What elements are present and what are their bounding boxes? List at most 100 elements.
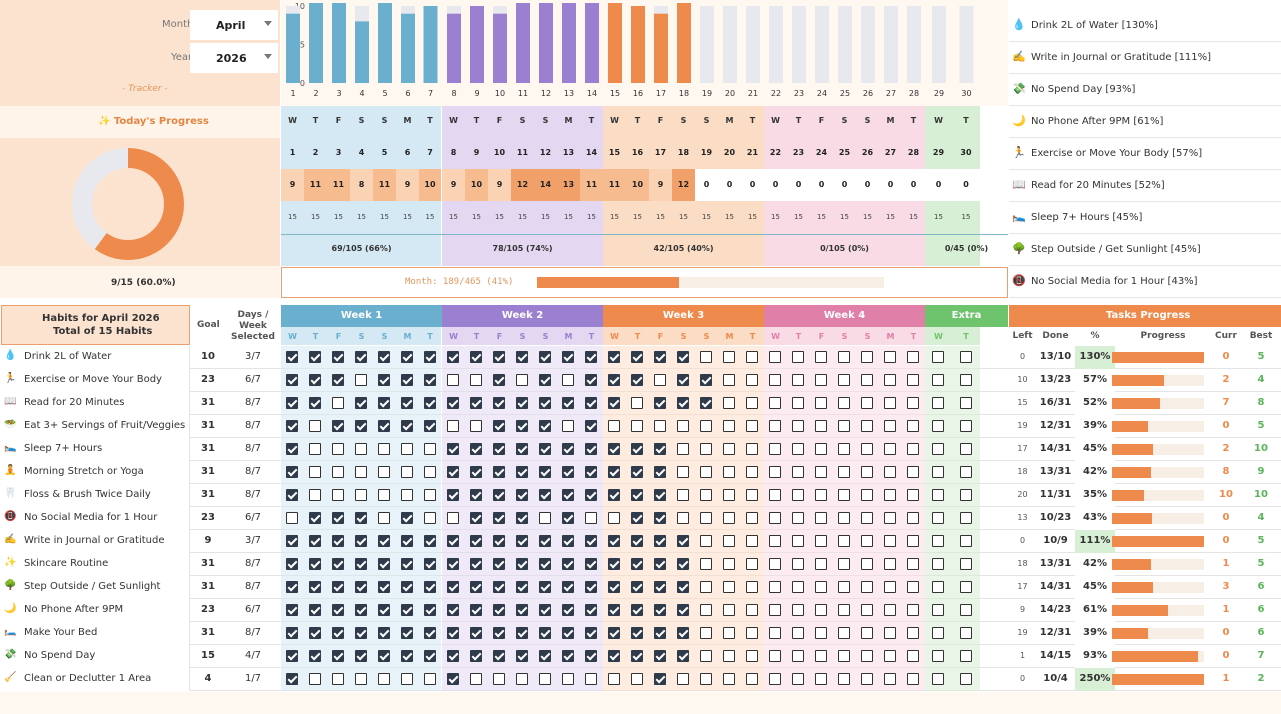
habit-checkbox[interactable] [447, 558, 459, 570]
habit-checkbox[interactable] [401, 374, 413, 386]
habit-checkbox[interactable] [309, 604, 321, 616]
habit-checkbox[interactable] [539, 558, 551, 570]
habit-checkbox[interactable] [447, 627, 459, 639]
habit-checkbox[interactable] [932, 512, 944, 524]
habit-checkbox[interactable] [378, 627, 390, 639]
habit-checkbox[interactable] [516, 420, 528, 432]
habit-checkbox[interactable] [861, 489, 873, 501]
habit-checkbox[interactable] [447, 466, 459, 478]
habit-checkbox[interactable] [838, 466, 850, 478]
habit-checkbox[interactable] [470, 627, 482, 639]
habit-checkbox[interactable] [562, 535, 574, 547]
habit-checkbox[interactable] [608, 627, 620, 639]
habit-checkbox[interactable] [838, 374, 850, 386]
habit-checkbox[interactable] [516, 627, 528, 639]
habit-checkbox[interactable] [424, 420, 436, 432]
habit-checkbox[interactable] [378, 604, 390, 616]
habit-checkbox[interactable] [447, 351, 459, 363]
habit-checkbox[interactable] [723, 351, 735, 363]
habit-checkbox[interactable] [792, 604, 804, 616]
habit-checkbox[interactable] [562, 466, 574, 478]
habit-checkbox[interactable] [815, 420, 827, 432]
habit-checkbox[interactable] [516, 535, 528, 547]
habit-checkbox[interactable] [516, 581, 528, 593]
habit-checkbox[interactable] [332, 535, 344, 547]
habit-checkbox[interactable] [539, 627, 551, 639]
habit-checkbox[interactable] [470, 420, 482, 432]
habit-checkbox[interactable] [700, 604, 712, 616]
habit-checkbox[interactable] [769, 535, 781, 547]
habit-checkbox[interactable] [493, 374, 505, 386]
habit-checkbox[interactable] [631, 581, 643, 593]
habit-checkbox[interactable] [654, 650, 666, 662]
habit-checkbox[interactable] [631, 374, 643, 386]
habit-checkbox[interactable] [723, 443, 735, 455]
habit-checkbox[interactable] [769, 443, 781, 455]
habit-checkbox[interactable] [401, 558, 413, 570]
habit-checkbox[interactable] [401, 397, 413, 409]
habit-checkbox[interactable] [677, 374, 689, 386]
habit-checkbox[interactable] [907, 535, 919, 547]
habit-checkbox[interactable] [562, 489, 574, 501]
habit-checkbox[interactable] [700, 351, 712, 363]
habit-checkbox[interactable] [631, 627, 643, 639]
habit-checkbox[interactable] [493, 627, 505, 639]
habit-checkbox[interactable] [654, 351, 666, 363]
habit-checkbox[interactable] [539, 489, 551, 501]
habit-checkbox[interactable] [401, 466, 413, 478]
habit-checkbox[interactable] [723, 558, 735, 570]
habit-checkbox[interactable] [493, 466, 505, 478]
habit-checkbox[interactable] [562, 374, 574, 386]
habit-checkbox[interactable] [539, 650, 551, 662]
habit-checkbox[interactable] [769, 466, 781, 478]
habit-checkbox[interactable] [424, 604, 436, 616]
habit-checkbox[interactable] [815, 535, 827, 547]
habit-checkbox[interactable] [960, 351, 972, 363]
habit-checkbox[interactable] [723, 512, 735, 524]
habit-checkbox[interactable] [332, 604, 344, 616]
habit-checkbox[interactable] [746, 581, 758, 593]
habit-checkbox[interactable] [838, 627, 850, 639]
habit-checkbox[interactable] [493, 420, 505, 432]
habit-checkbox[interactable] [562, 673, 574, 685]
habit-checkbox[interactable] [746, 535, 758, 547]
habit-checkbox[interactable] [332, 558, 344, 570]
habit-checkbox[interactable] [723, 581, 735, 593]
habit-checkbox[interactable] [654, 627, 666, 639]
habit-checkbox[interactable] [355, 443, 367, 455]
habit-checkbox[interactable] [562, 512, 574, 524]
habit-checkbox[interactable] [585, 420, 597, 432]
habit-checkbox[interactable] [700, 443, 712, 455]
habit-checkbox[interactable] [677, 627, 689, 639]
habit-checkbox[interactable] [286, 466, 298, 478]
habit-checkbox[interactable] [861, 466, 873, 478]
habit-checkbox[interactable] [861, 374, 873, 386]
habit-checkbox[interactable] [608, 650, 620, 662]
habit-checkbox[interactable] [447, 673, 459, 685]
habit-checkbox[interactable] [286, 673, 298, 685]
habit-checkbox[interactable] [884, 650, 896, 662]
habit-checkbox[interactable] [332, 581, 344, 593]
habit-checkbox[interactable] [861, 512, 873, 524]
habit-checkbox[interactable] [516, 443, 528, 455]
habit-checkbox[interactable] [378, 351, 390, 363]
habit-checkbox[interactable] [907, 581, 919, 593]
habit-checkbox[interactable] [470, 397, 482, 409]
habit-checkbox[interactable] [332, 466, 344, 478]
habit-checkbox[interactable] [470, 673, 482, 685]
habit-checkbox[interactable] [769, 374, 781, 386]
habit-checkbox[interactable] [960, 512, 972, 524]
habit-checkbox[interactable] [332, 512, 344, 524]
habit-checkbox[interactable] [631, 512, 643, 524]
habit-checkbox[interactable] [700, 581, 712, 593]
habit-checkbox[interactable] [286, 489, 298, 501]
habit-checkbox[interactable] [378, 466, 390, 478]
habit-checkbox[interactable] [861, 397, 873, 409]
habit-checkbox[interactable] [309, 512, 321, 524]
habit-checkbox[interactable] [861, 351, 873, 363]
habit-checkbox[interactable] [516, 650, 528, 662]
habit-checkbox[interactable] [309, 420, 321, 432]
habit-checkbox[interactable] [309, 489, 321, 501]
habit-checkbox[interactable] [355, 650, 367, 662]
year-select[interactable]: 2026 [190, 43, 278, 73]
